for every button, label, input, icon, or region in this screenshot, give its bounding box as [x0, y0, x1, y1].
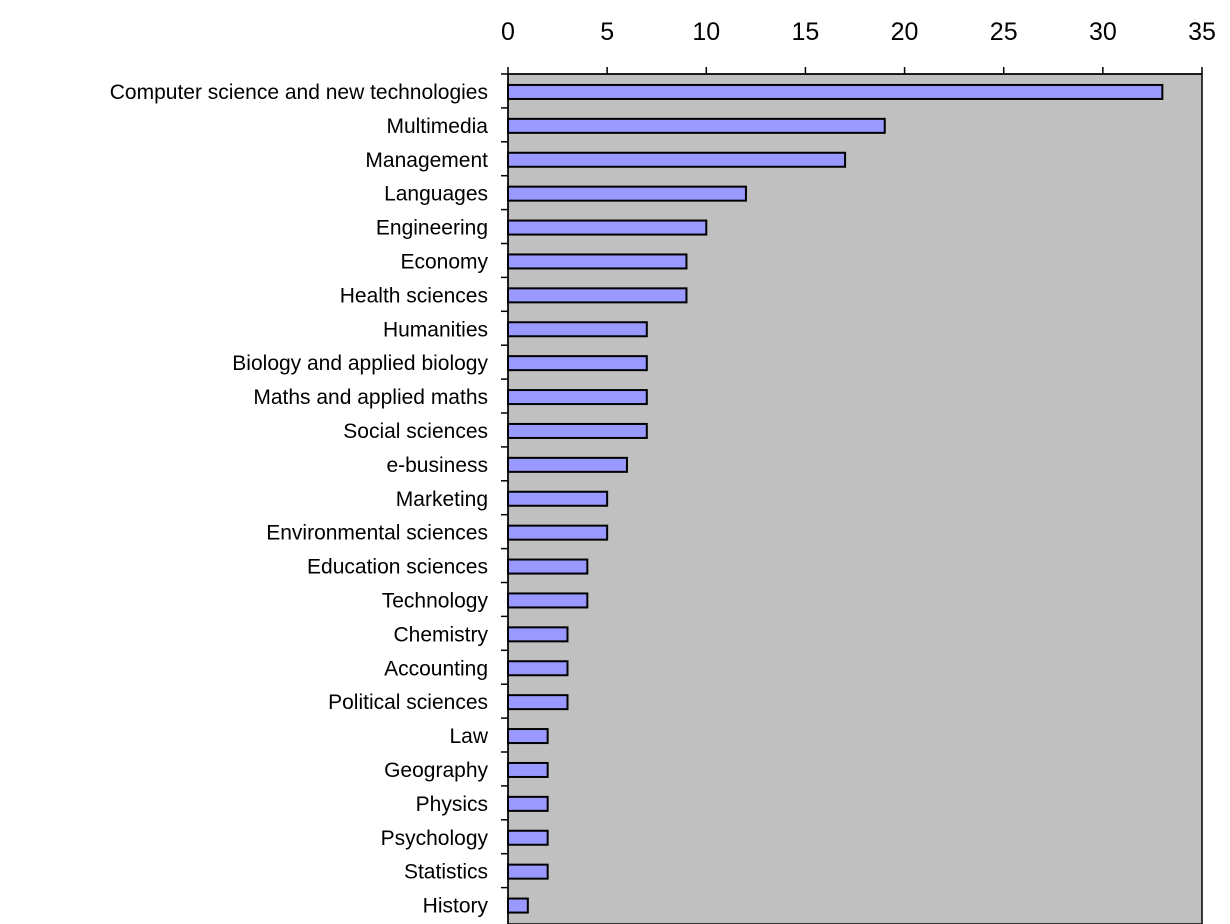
category-label: Law — [449, 725, 488, 748]
bars-group — [507, 83, 1164, 914]
bar — [507, 253, 688, 270]
category-label: Humanities — [383, 318, 488, 341]
x-tick-label: 30 — [1089, 18, 1117, 46]
category-label: Multimedia — [386, 115, 488, 138]
category-label: Physics — [416, 793, 488, 816]
x-tick-label: 25 — [990, 18, 1018, 46]
category-label: Education sciences — [307, 556, 488, 579]
category-label: Accounting — [384, 657, 488, 680]
bar — [507, 558, 589, 575]
category-label: Technology — [382, 589, 489, 612]
bar — [507, 287, 688, 304]
category-label: Languages — [384, 183, 488, 206]
category-label: Social sciences — [343, 420, 488, 443]
bar — [507, 863, 549, 880]
x-tick-label: 10 — [692, 18, 720, 46]
bar — [507, 219, 708, 236]
x-tick-label: 0 — [501, 18, 515, 46]
bar — [507, 829, 549, 846]
bar — [507, 490, 609, 507]
bar — [507, 422, 648, 439]
plot-area — [507, 73, 1203, 924]
category-label: Environmental sciences — [266, 522, 488, 545]
category-label: Marketing — [396, 488, 488, 511]
category-label: Economy — [400, 250, 488, 273]
category-label: Political sciences — [328, 691, 488, 714]
bar — [507, 626, 569, 643]
bar — [507, 117, 886, 134]
category-label: Chemistry — [393, 623, 488, 646]
category-label: e-business — [386, 454, 488, 477]
category-label: Computer science and new technologies — [110, 81, 488, 104]
x-tick-label: 35 — [1188, 18, 1216, 46]
x-tick-label: 15 — [792, 18, 820, 46]
bar — [507, 355, 648, 372]
category-label: Health sciences — [340, 284, 488, 307]
x-tick-label: 5 — [600, 18, 614, 46]
bar — [507, 524, 609, 541]
bar — [507, 795, 549, 812]
x-tick-label: 20 — [891, 18, 919, 46]
category-label: Biology and applied biology — [232, 352, 488, 375]
bar — [507, 694, 569, 711]
category-label: Management — [365, 149, 488, 172]
bar — [507, 592, 589, 609]
bar — [507, 660, 569, 677]
category-label: Psychology — [381, 827, 489, 850]
bar — [507, 761, 549, 778]
category-label: Engineering — [376, 217, 488, 240]
bar — [507, 185, 747, 202]
bar — [507, 897, 529, 914]
category-label: Geography — [384, 759, 488, 782]
category-label: History — [423, 895, 489, 918]
bar — [507, 389, 648, 406]
bar — [507, 728, 549, 745]
category-label: Maths and applied maths — [253, 386, 488, 409]
category-label: Statistics — [404, 861, 488, 884]
bar — [507, 151, 847, 168]
bar — [507, 83, 1164, 100]
y-axis: Computer science and new technologies Mul… — [110, 73, 509, 924]
x-axis: 0 5 10 15 20 25 30 35 — [501, 18, 1216, 75]
bar — [507, 456, 628, 473]
bar — [507, 321, 648, 338]
